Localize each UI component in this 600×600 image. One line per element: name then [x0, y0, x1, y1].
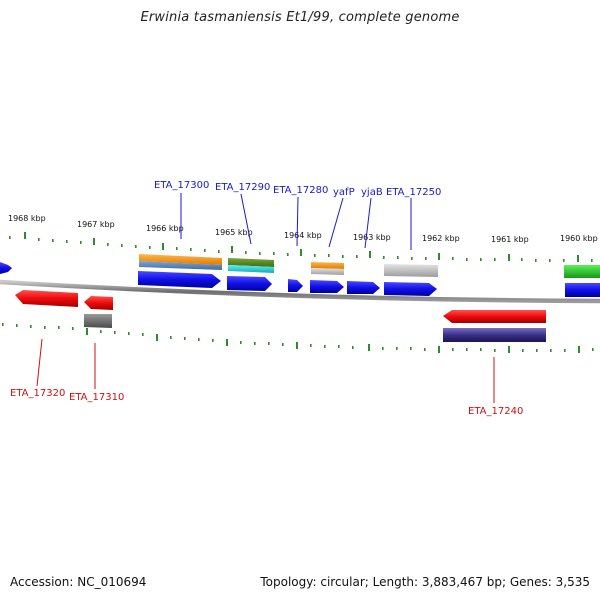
gene-label[interactable]: ETA_17310 — [69, 392, 124, 403]
gene-label[interactable]: yafP — [333, 187, 355, 198]
gene-arrow-forward[interactable] — [384, 282, 437, 296]
gene-label[interactable]: ETA_17280 — [273, 185, 328, 196]
feature-bars-bottom — [84, 314, 546, 342]
gene-labels-bottom: ETA_17320 ETA_17310 ETA_17240 — [10, 388, 523, 417]
gene-arrow-forward[interactable] — [0, 262, 12, 274]
gene-arrow-forward[interactable] — [227, 276, 272, 291]
gene-label[interactable]: ETA_17250 — [386, 187, 441, 198]
feature-bar[interactable] — [139, 261, 222, 270]
gene-arrow-reverse[interactable] — [15, 290, 78, 307]
kbp-label: 1963 kbp — [353, 233, 391, 242]
feature-bar[interactable] — [564, 265, 600, 278]
kbp-label: 1960 kbp — [560, 234, 598, 243]
gene-arrow-forward[interactable] — [310, 280, 344, 293]
gene-label[interactable]: ETA_17300 — [154, 180, 209, 191]
feature-bar[interactable] — [311, 268, 344, 275]
gene-label[interactable]: ETA_17320 — [10, 388, 65, 399]
feature-bar[interactable] — [228, 258, 274, 267]
feature-bar[interactable] — [384, 264, 438, 277]
gene-arrow-reverse[interactable] — [84, 296, 113, 310]
gene-arrow-forward[interactable] — [565, 283, 600, 297]
feature-bar[interactable] — [84, 314, 112, 328]
kbp-label: 1966 kbp — [146, 224, 184, 233]
label-leaders-top — [180, 193, 412, 250]
kbp-scale-labels: 1968 kbp 1967 kbp 1966 kbp 1965 kbp 1964… — [8, 214, 598, 244]
gene-label[interactable]: yjaB — [361, 187, 383, 198]
kbp-label: 1964 kbp — [284, 231, 322, 240]
gene-arrow-forward[interactable] — [138, 271, 221, 288]
kbp-label: 1961 kbp — [491, 235, 529, 244]
feature-bar[interactable] — [228, 265, 274, 273]
feature-bars-top — [139, 254, 600, 278]
gene-label[interactable]: ETA_17240 — [468, 406, 523, 417]
kbp-label: 1968 kbp — [8, 214, 46, 223]
reverse-strand-genes — [15, 290, 546, 323]
feature-bar[interactable] — [311, 262, 344, 269]
gene-arrow-forward[interactable] — [288, 279, 303, 292]
chromosome-backbone — [0, 279, 600, 304]
genome-title: Erwinia tasmaniensis Et1/99, complete ge… — [140, 10, 460, 25]
gene-arrow-forward[interactable] — [347, 281, 380, 294]
gene-label[interactable]: ETA_17290 — [215, 182, 270, 193]
kbp-label: 1965 kbp — [215, 228, 253, 237]
forward-strand-genes — [0, 262, 600, 297]
accession-info: Accession: NC_010694 — [10, 575, 147, 589]
upper-tick-band — [9, 232, 593, 262]
feature-bar[interactable] — [443, 328, 546, 342]
label-leaders-bottom — [36, 338, 495, 403]
feature-bar[interactable] — [139, 254, 222, 265]
kbp-label: 1962 kbp — [422, 234, 460, 243]
gene-arrow-reverse[interactable] — [443, 310, 546, 323]
gene-labels-top: ETA_17300 ETA_17290 ETA_17280 yafP yjaB … — [154, 180, 441, 198]
lower-tick-band — [2, 323, 594, 353]
kbp-label: 1967 kbp — [77, 220, 115, 229]
genome-summary: Topology: circular; Length: 3,883,467 bp… — [260, 575, 590, 589]
